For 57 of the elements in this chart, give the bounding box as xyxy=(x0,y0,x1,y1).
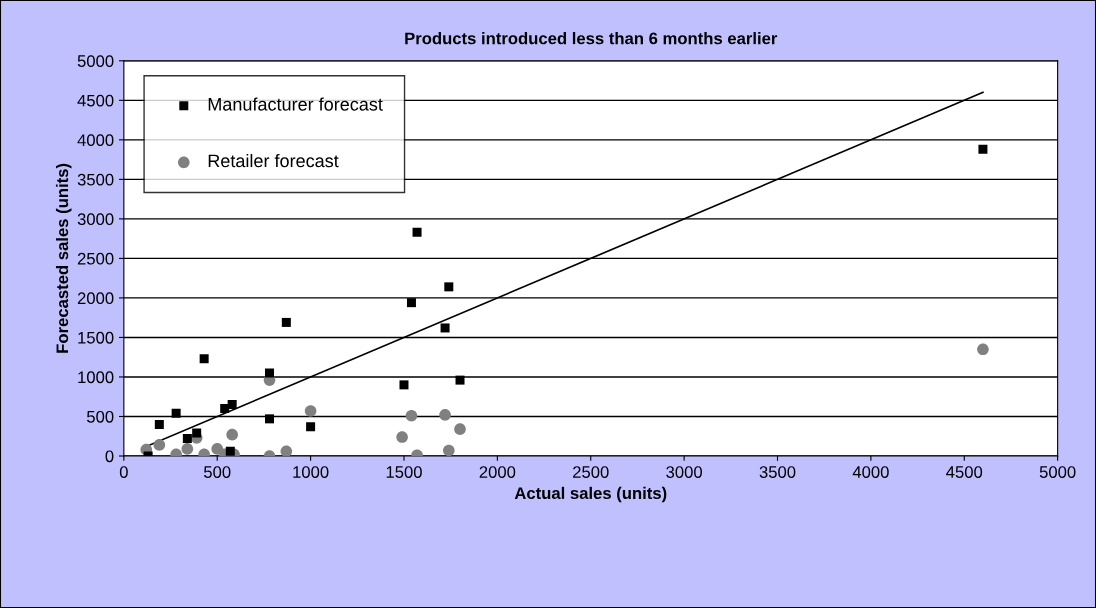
point xyxy=(199,354,209,364)
y-tick-label: 2500 xyxy=(77,252,114,265)
point xyxy=(280,445,293,456)
y-tick-label: 1000 xyxy=(78,371,114,384)
point xyxy=(455,375,465,385)
y-axis-title: Forecasted sales (units) xyxy=(55,163,72,353)
x-tick-label: 4000 xyxy=(852,466,889,478)
y-tick-label: 500 xyxy=(86,410,114,423)
point xyxy=(443,444,455,456)
x-tick-label: 500 xyxy=(203,466,231,478)
point xyxy=(412,227,422,237)
point xyxy=(439,409,451,421)
point xyxy=(454,423,466,435)
point xyxy=(977,343,989,356)
x-tick-label: 0 xyxy=(119,466,128,478)
point xyxy=(182,434,192,444)
y-tick-label: 5000 xyxy=(77,55,114,67)
point xyxy=(181,443,194,455)
point xyxy=(226,428,238,441)
point xyxy=(304,405,317,417)
x-tick-label: 4500 xyxy=(946,466,983,478)
point xyxy=(220,404,230,414)
point xyxy=(440,323,450,333)
x-tick-label: 3500 xyxy=(759,466,796,478)
point xyxy=(405,409,418,422)
y-tick-label: 2000 xyxy=(77,292,114,305)
x-tick-label: 3000 xyxy=(666,466,703,478)
x-tick-label: 5000 xyxy=(1039,466,1076,478)
y-tick-label: 1500 xyxy=(78,331,114,344)
point xyxy=(154,419,164,429)
chart-title: Products introduced less than 6 months earlier xyxy=(405,32,778,45)
x-tick-label: 1000 xyxy=(293,466,329,478)
point xyxy=(306,422,316,432)
y-tick-label: 4000 xyxy=(77,134,114,147)
x-axis-title: Actual sales (units) xyxy=(514,486,667,503)
point xyxy=(396,431,408,443)
y-tick-label: 3500 xyxy=(77,173,114,186)
point xyxy=(171,408,181,418)
point xyxy=(225,446,235,456)
y-tick-label: 4500 xyxy=(77,94,114,107)
point xyxy=(153,439,166,451)
point xyxy=(281,317,291,327)
point xyxy=(265,414,275,424)
point xyxy=(406,298,416,308)
point xyxy=(265,368,275,378)
x-tick-label: 2500 xyxy=(573,466,609,478)
point xyxy=(444,282,454,292)
x-tick-label: 1500 xyxy=(386,466,422,478)
point xyxy=(978,144,988,154)
legend-label: Manufacturer forecast xyxy=(208,97,383,111)
y-tick-label: 3000 xyxy=(77,213,114,226)
point xyxy=(227,400,237,410)
point xyxy=(399,380,409,390)
x-tick-label: 2000 xyxy=(479,466,516,478)
point xyxy=(192,428,202,438)
legend-label: Retailer forecast xyxy=(208,153,339,168)
y-tick-label: 0 xyxy=(105,450,114,463)
